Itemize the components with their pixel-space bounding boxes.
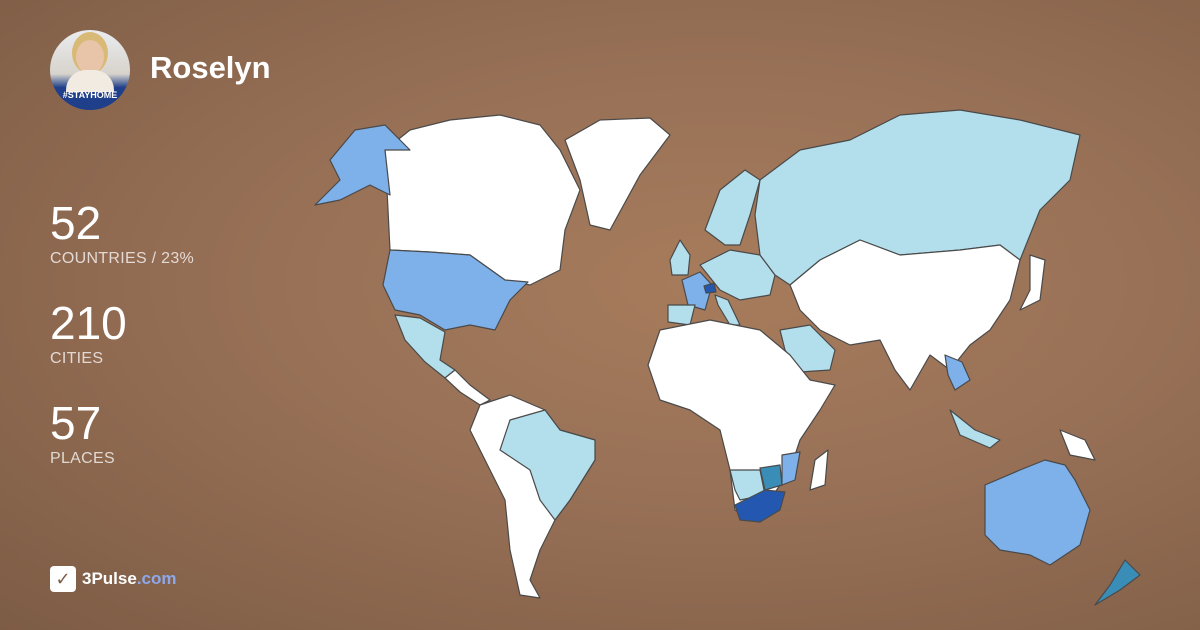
pulse-logo-icon: ✓ [50,566,76,592]
avatar-caption: #STAYHOME [62,90,118,100]
stat-value: 210 [50,297,127,349]
stat-label: PLACES [50,450,115,467]
country-mozambique[interactable] [781,451,801,486]
stat-value: 52 [50,197,102,249]
country-usa[interactable] [382,249,529,331]
country-spain[interactable] [667,304,696,326]
country-australia[interactable] [984,459,1091,566]
country-greenland[interactable] [564,117,671,231]
avatar-face [76,40,104,74]
stat-label: COUNTRIES / 23% [50,250,195,267]
stat-cities: 210 CITIES [50,300,127,368]
country-scandinavia[interactable] [704,169,761,246]
country-switzerland[interactable] [703,282,717,294]
brand-name: 3Pulse.com [82,569,177,588]
country-thailand[interactable] [944,354,971,391]
country-asia[interactable] [789,239,1021,391]
stat-label: CITIES [50,350,104,367]
country-uk[interactable] [669,239,691,276]
stat-places: 57 PLACES [50,400,115,468]
country-europe-central[interactable] [699,249,776,301]
avatar: #STAYHOME [50,30,130,110]
country-italy[interactable] [714,294,741,326]
country-png[interactable] [1059,429,1096,461]
country-central-america[interactable] [444,369,491,406]
country-japan[interactable] [1019,254,1046,311]
country-new-zealand[interactable] [1094,559,1141,606]
avatar-body [66,70,114,92]
country-france[interactable] [681,271,713,311]
country-alaska-usa[interactable] [314,124,411,206]
brand-logo[interactable]: ✓ 3Pulse.com [50,566,177,592]
stat-value: 57 [50,397,102,449]
stat-countries: 52 COUNTRIES / 23% [50,200,194,268]
profile-name: Roselyn [150,50,271,85]
country-madagascar[interactable] [809,449,829,491]
country-indonesia[interactable] [949,409,1001,449]
country-south-africa[interactable] [734,489,786,523]
country-brazil[interactable] [499,409,596,521]
